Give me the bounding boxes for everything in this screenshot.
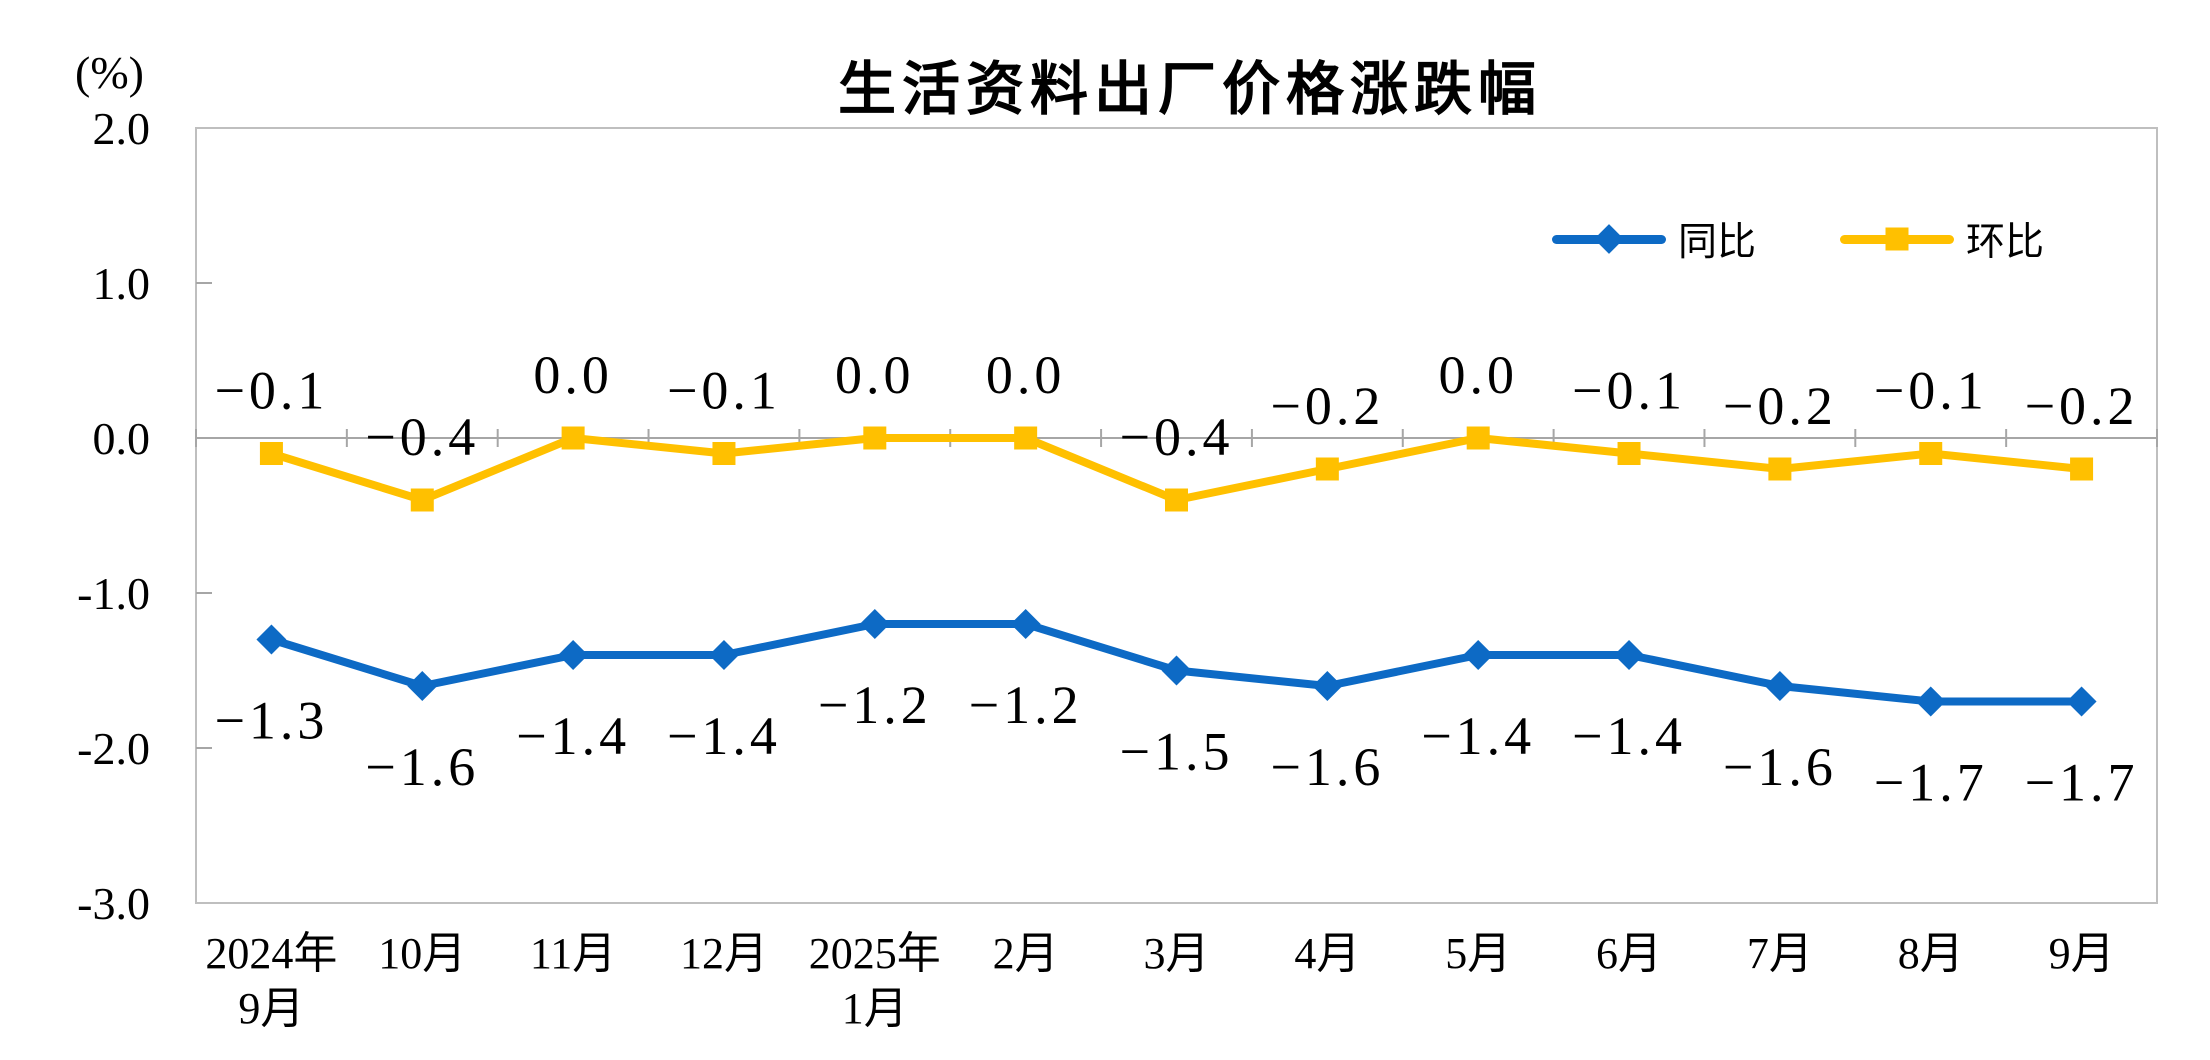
series-1-marker-square-icon	[863, 426, 887, 450]
series-0-data-label-11: −1.7	[1874, 753, 1988, 813]
series-0-data-label-1: −1.6	[365, 737, 479, 797]
series-1-data-label-4: 0.0	[835, 345, 915, 405]
series-1-data-label-7: −0.2	[1270, 376, 1384, 436]
x-axis-label-8: 5月	[1445, 929, 1511, 978]
series-1-data-label-1: −0.4	[365, 407, 479, 467]
series-0-marker-diamond-icon	[2066, 686, 2097, 717]
series-1-data-label-9: −0.1	[1572, 361, 1686, 421]
series-1-data-label-0: −0.1	[214, 361, 328, 421]
x-axis-label-12: 9月	[2049, 929, 2115, 978]
series-0-data-label-8: −1.4	[1421, 706, 1535, 766]
series-1-data-label-5: 0.0	[986, 345, 1066, 405]
series-0-marker-diamond-icon	[1463, 640, 1494, 670]
series-1-marker-square-icon	[1466, 426, 1490, 450]
series-0-marker-diamond-icon	[1161, 655, 1192, 686]
series-0-marker-diamond-icon	[859, 609, 890, 639]
x-axis-label-1: 10月	[378, 929, 466, 978]
series-0-data-label-12: −1.7	[2025, 753, 2139, 813]
series-0-data-label-6: −1.5	[1120, 722, 1234, 782]
series-0-marker-diamond-icon	[407, 671, 438, 701]
series-0-marker-diamond-icon	[708, 640, 739, 670]
x-axis-label-3: 12月	[680, 929, 768, 978]
series-1-marker-square-icon	[1919, 442, 1943, 465]
series-0-marker-diamond-icon	[1312, 671, 1343, 701]
x-axis-label-0: 2024年 9月	[205, 929, 337, 1033]
series-1-data-label-10: −0.2	[1723, 376, 1837, 436]
y-axis-unit-label: (%)	[75, 47, 144, 98]
legend-item-0: 同比	[1552, 211, 1756, 267]
series-0-data-label-0: −1.3	[214, 691, 328, 751]
legend-item-1: 环比	[1840, 211, 2044, 267]
series-1-data-label-8: 0.0	[1438, 345, 1518, 405]
legend-swatch-1	[1840, 227, 1955, 251]
series-1-marker-square-icon	[1165, 488, 1188, 512]
series-1-marker-square-icon	[561, 426, 585, 450]
series-1-marker-square-icon	[2070, 457, 2094, 481]
legend: 同比 环比	[1552, 214, 2044, 264]
x-axis-label-4: 2025年 1月	[809, 929, 941, 1033]
legend-label-0: 同比	[1678, 221, 1757, 264]
legend-marker-diamond-icon	[1594, 224, 1624, 254]
series-1-data-label-11: −0.1	[1874, 361, 1988, 421]
series-1-marker-square-icon	[410, 488, 434, 512]
y-axis-label-0: 2.0	[93, 103, 151, 154]
series-0-data-label-5: −1.2	[969, 675, 1083, 735]
plot-border	[195, 127, 2158, 904]
legend-swatch-0	[1552, 224, 1666, 254]
y-axis-label-3: -1.0	[77, 568, 150, 619]
series-0-marker-diamond-icon	[1915, 686, 1946, 717]
x-axis-label-2: 11月	[530, 929, 616, 978]
series-1-data-label-2: 0.0	[533, 345, 613, 405]
y-axis-label-5: -3.0	[77, 878, 150, 929]
series-1-data-label-3: −0.1	[667, 361, 781, 421]
x-axis-label-7: 4月	[1294, 929, 1360, 978]
series-1-data-label-12: −0.2	[2025, 376, 2139, 436]
chart-title: 生活资料出厂价格涨跌幅	[837, 57, 1543, 122]
x-axis-label-10: 7月	[1747, 929, 1813, 978]
legend-label-1: 环比	[1966, 221, 2045, 264]
series-0-data-label-10: −1.6	[1723, 737, 1837, 797]
series-0-marker-diamond-icon	[558, 640, 589, 670]
series-1-marker-square-icon	[1014, 426, 1038, 450]
series-0-data-label-9: −1.4	[1572, 706, 1686, 766]
series-0-data-label-4: −1.2	[818, 675, 932, 735]
x-axis-label-5: 2月	[993, 929, 1059, 978]
y-axis-label-1: 1.0	[93, 258, 151, 309]
series-1-data-label-6: −0.4	[1120, 407, 1234, 467]
series-0-marker-diamond-icon	[256, 624, 287, 655]
x-axis-label-6: 3月	[1144, 929, 1210, 978]
series-0-data-label-7: −1.6	[1270, 737, 1384, 797]
series-0-data-label-2: −1.4	[516, 706, 630, 766]
y-axis-label-4: -2.0	[77, 723, 150, 774]
legend-marker-square-icon	[1885, 227, 1909, 251]
x-axis-label-9: 6月	[1596, 929, 1662, 978]
series-1-marker-square-icon	[259, 442, 283, 465]
series-1-marker-square-icon	[1617, 442, 1641, 465]
series-0-marker-diamond-icon	[1764, 671, 1795, 701]
series-1-marker-square-icon	[1315, 457, 1339, 481]
series-0-data-label-3: −1.4	[667, 706, 781, 766]
series-1-marker-square-icon	[1768, 457, 1792, 481]
y-axis-label-2: 0.0	[93, 413, 151, 464]
series-0-marker-diamond-icon	[1614, 640, 1645, 670]
series-1-marker-square-icon	[712, 442, 736, 465]
series-0-marker-diamond-icon	[1010, 609, 1041, 639]
x-axis-label-11: 8月	[1898, 929, 1964, 978]
